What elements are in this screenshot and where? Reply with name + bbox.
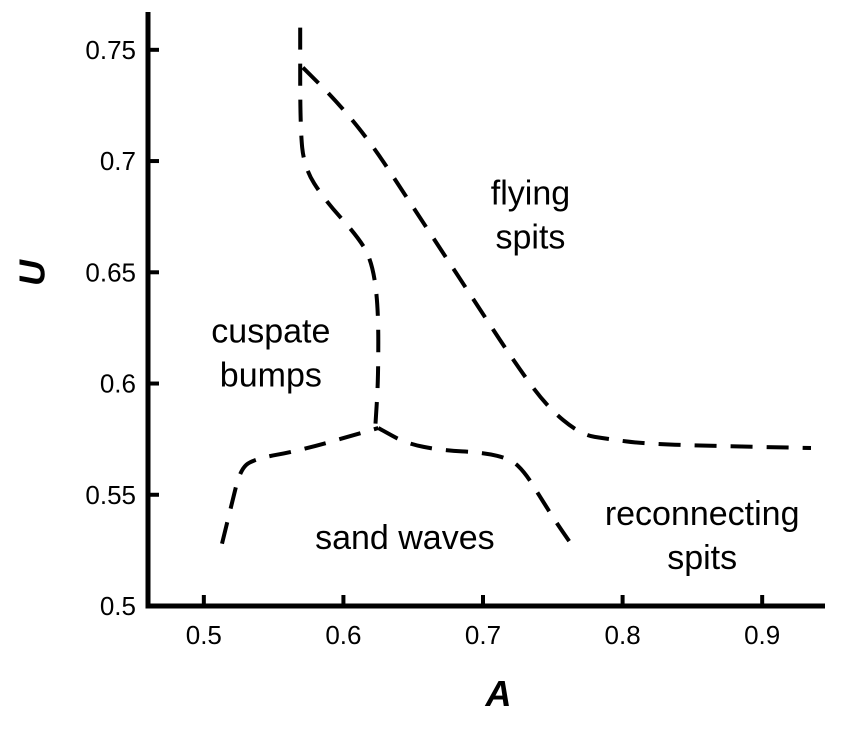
y-tick-label: 0.5 — [100, 591, 136, 621]
region-label: spits — [667, 539, 737, 577]
phase-boundary-line — [377, 426, 573, 545]
region-label: cuspate — [211, 312, 330, 350]
phase-boundary-line — [301, 66, 812, 450]
region-labels: flying spits cuspate bumps sand waves reconne… — [211, 174, 799, 576]
region-label: spits — [496, 218, 566, 256]
x-tick-label: 0.9 — [744, 620, 780, 650]
x-tick-label: 0.7 — [465, 620, 501, 650]
y-tick-label: 0.6 — [100, 369, 136, 399]
y-tick-label: 0.7 — [100, 146, 136, 176]
y-ticks: 0.5 0.55 0.6 0.65 0.7 0.75 — [85, 35, 159, 621]
region-label: flying — [491, 174, 570, 212]
phase-boundary-line — [220, 426, 379, 545]
y-tick-label: 0.55 — [85, 480, 136, 510]
region-label: bumps — [220, 356, 322, 394]
region-label: sand waves — [315, 519, 495, 557]
x-axis-title: A — [485, 673, 512, 714]
y-tick-label: 0.65 — [85, 257, 136, 287]
y-axis-title: U — [12, 259, 53, 286]
x-tick-label: 0.6 — [325, 620, 361, 650]
y-tick-label: 0.75 — [85, 35, 136, 65]
x-tick-label: 0.5 — [186, 620, 222, 650]
axes — [145, 12, 825, 609]
phase-boundaries — [220, 27, 812, 545]
x-ticks: 0.5 0.6 0.7 0.8 0.9 — [186, 595, 780, 650]
region-label: reconnecting — [605, 495, 800, 533]
phase-boundary-line — [298, 27, 381, 424]
x-tick-label: 0.8 — [605, 620, 641, 650]
